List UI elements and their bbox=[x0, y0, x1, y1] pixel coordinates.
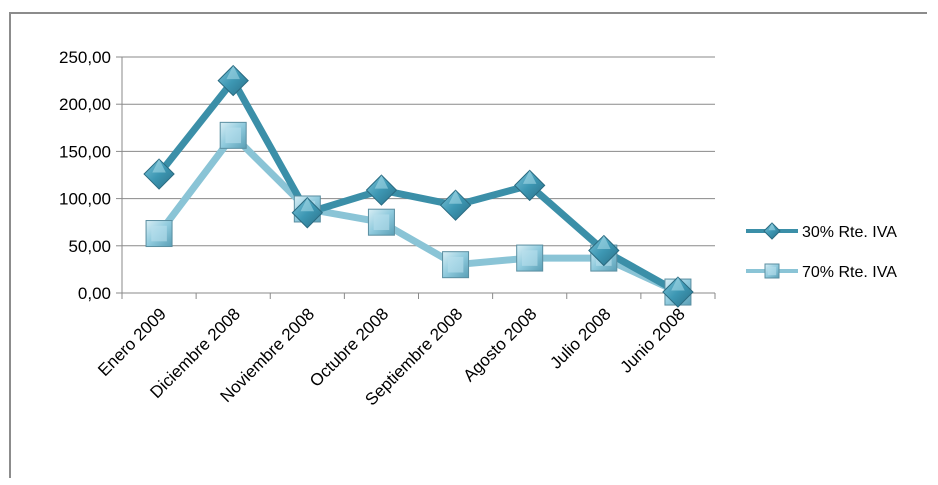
square-marker bbox=[764, 263, 780, 279]
series bbox=[143, 64, 694, 308]
square-marker bbox=[219, 121, 247, 149]
series-line bbox=[155, 77, 682, 296]
square-marker bbox=[145, 220, 173, 248]
y-tick-label: 250,00 bbox=[59, 48, 111, 67]
square-marker bbox=[516, 244, 544, 272]
x-category-label: Agosto 2008 bbox=[460, 304, 541, 385]
axes bbox=[116, 56, 716, 299]
diamond-marker bbox=[763, 222, 781, 240]
legend-label: 70% Rte. IVA bbox=[802, 264, 897, 281]
y-tick-label: 0,00 bbox=[78, 284, 111, 303]
legend-entry: 30% Rte. IVA bbox=[746, 222, 897, 241]
diamond-marker bbox=[588, 234, 620, 267]
y-tick-label: 150,00 bbox=[59, 142, 111, 161]
diamond-marker bbox=[439, 189, 472, 221]
y-tick-label: 50,00 bbox=[68, 237, 111, 256]
legend-entry: 70% Rte. IVA bbox=[746, 263, 897, 281]
square-marker bbox=[442, 251, 470, 279]
diamond-marker bbox=[513, 169, 546, 202]
x-category-label: Junio 2008 bbox=[617, 304, 689, 376]
x-category-label: Enero 2009 bbox=[94, 304, 170, 380]
legend-label: 30% Rte. IVA bbox=[802, 224, 897, 241]
square-marker bbox=[367, 208, 395, 236]
diamond-marker bbox=[365, 174, 398, 206]
y-tick-label: 100,00 bbox=[59, 190, 111, 209]
diamond-marker bbox=[143, 158, 175, 190]
legend: 30% Rte. IVA 70% Rte. IVA bbox=[746, 222, 897, 281]
y-tick-label: 200,00 bbox=[59, 95, 111, 114]
diamond-marker bbox=[217, 64, 249, 97]
diamond-marker bbox=[291, 197, 324, 229]
grid-lines bbox=[122, 56, 715, 247]
diamond-marker bbox=[662, 276, 694, 308]
x-category-label: Julio 2008 bbox=[546, 304, 614, 372]
